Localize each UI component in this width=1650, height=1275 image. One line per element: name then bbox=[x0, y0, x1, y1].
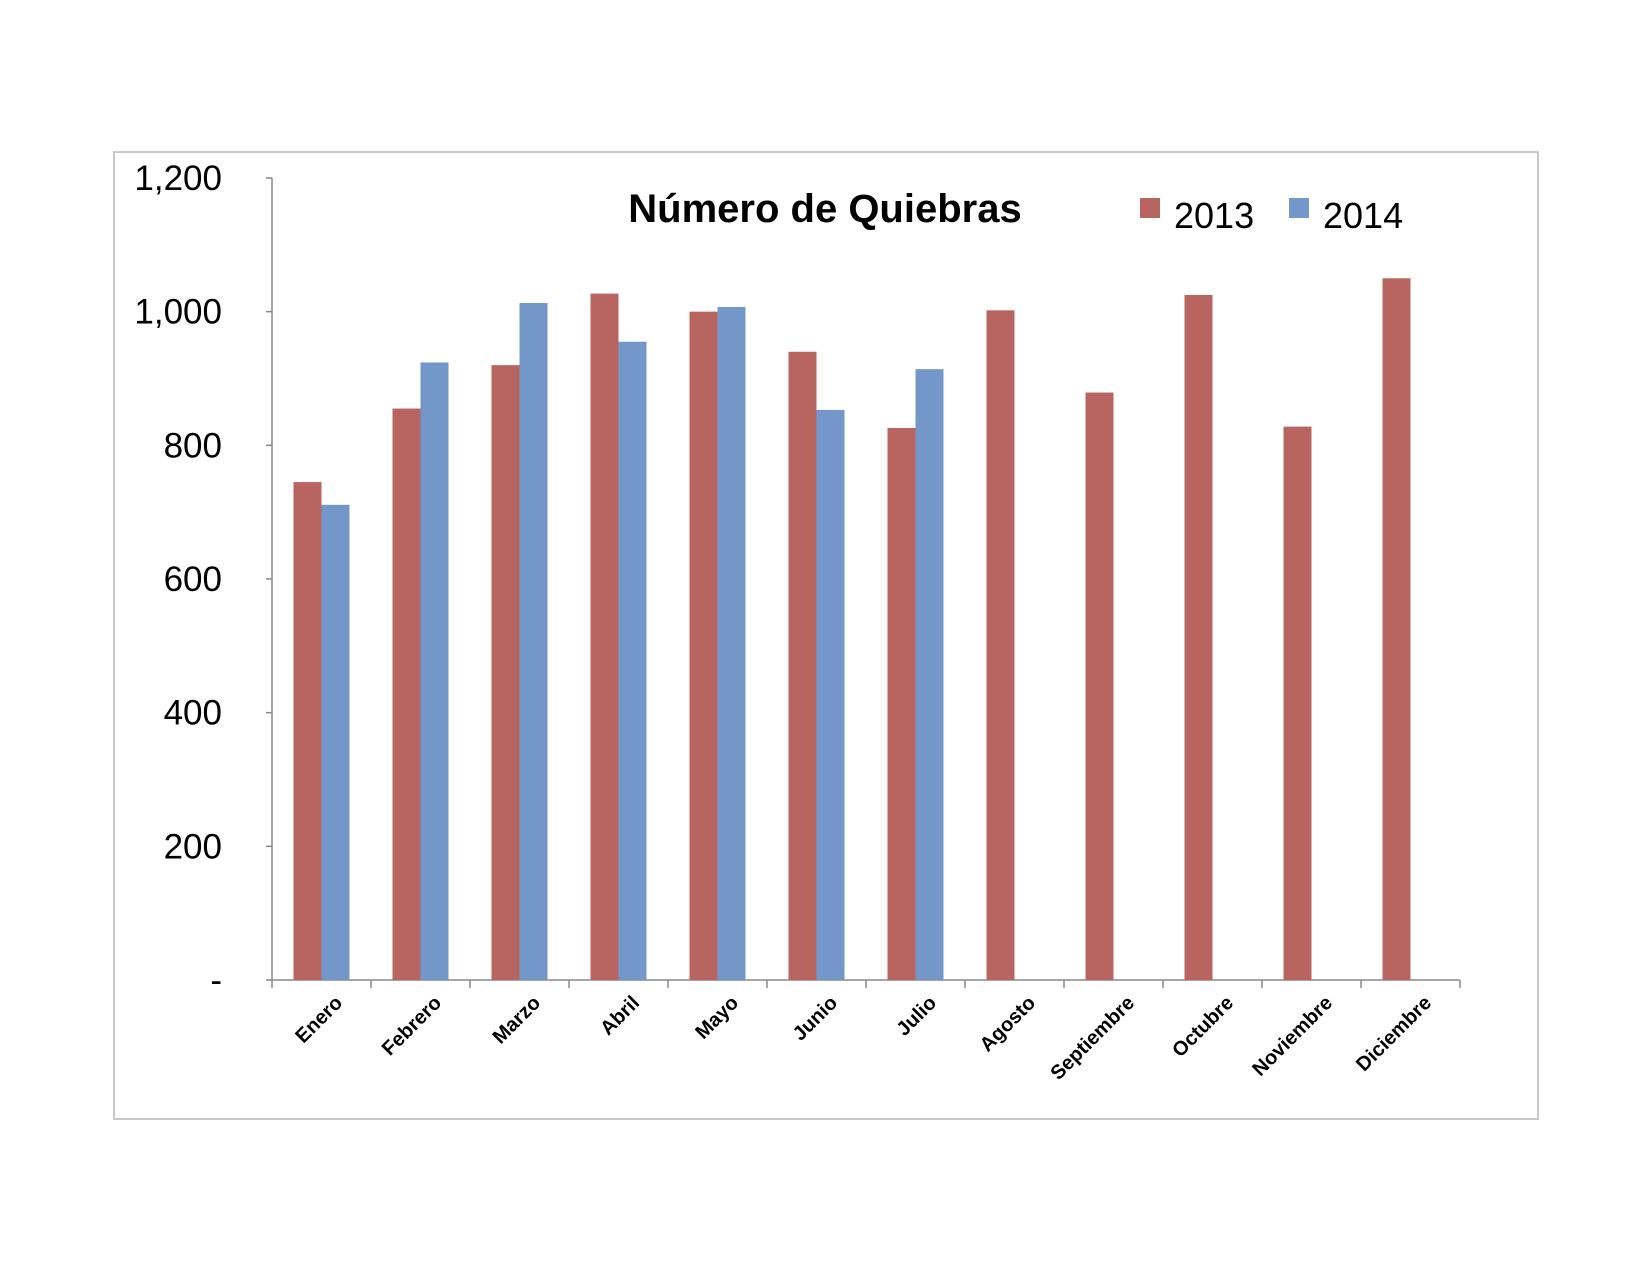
y-tick-label: - bbox=[210, 961, 222, 1000]
bar-2013-agosto bbox=[986, 310, 1015, 981]
legend-label-2013: 2013 bbox=[1174, 195, 1254, 236]
bar-2014-junio bbox=[816, 409, 845, 981]
bar-2013-junio bbox=[788, 351, 817, 980]
y-axis: - 200 400 600 800 1,000 1,200 bbox=[134, 159, 273, 1000]
y-tick-label: 400 bbox=[164, 694, 222, 733]
bar-2014-enero bbox=[321, 504, 350, 980]
bar-2013-septiembre bbox=[1085, 392, 1114, 980]
legend-label-2014: 2014 bbox=[1323, 195, 1403, 236]
y-tick-label: 200 bbox=[164, 827, 222, 866]
bar-2013-octubre bbox=[1184, 294, 1213, 980]
bar-2014-mayo bbox=[717, 306, 746, 980]
legend-swatch-2013 bbox=[1140, 198, 1160, 218]
bar-2013-julio bbox=[887, 427, 916, 980]
bar-2014-julio bbox=[915, 369, 944, 981]
bar-2014-abril bbox=[618, 341, 647, 980]
bar-2013-diciembre bbox=[1382, 278, 1411, 980]
bar-2013-mayo bbox=[689, 311, 718, 981]
chart-title: Número de Quiebras bbox=[628, 187, 1021, 231]
bar-2013-marzo bbox=[491, 365, 520, 981]
bar-2013-febrero bbox=[392, 408, 421, 980]
bar-2013-noviembre bbox=[1283, 426, 1312, 980]
bar-2013-enero bbox=[293, 482, 322, 980]
bar-2014-febrero bbox=[420, 362, 449, 981]
bar-2014-marzo bbox=[519, 302, 548, 980]
y-tick-label: 600 bbox=[164, 560, 222, 599]
bars bbox=[293, 278, 1411, 981]
bar-2013-abril bbox=[590, 293, 619, 980]
y-tick-label: 800 bbox=[164, 426, 222, 465]
legend: 2013 2014 bbox=[1140, 195, 1403, 236]
y-tick-label: 1,200 bbox=[134, 159, 222, 198]
y-tick-label: 1,000 bbox=[134, 293, 222, 332]
legend-swatch-2014 bbox=[1289, 198, 1309, 218]
